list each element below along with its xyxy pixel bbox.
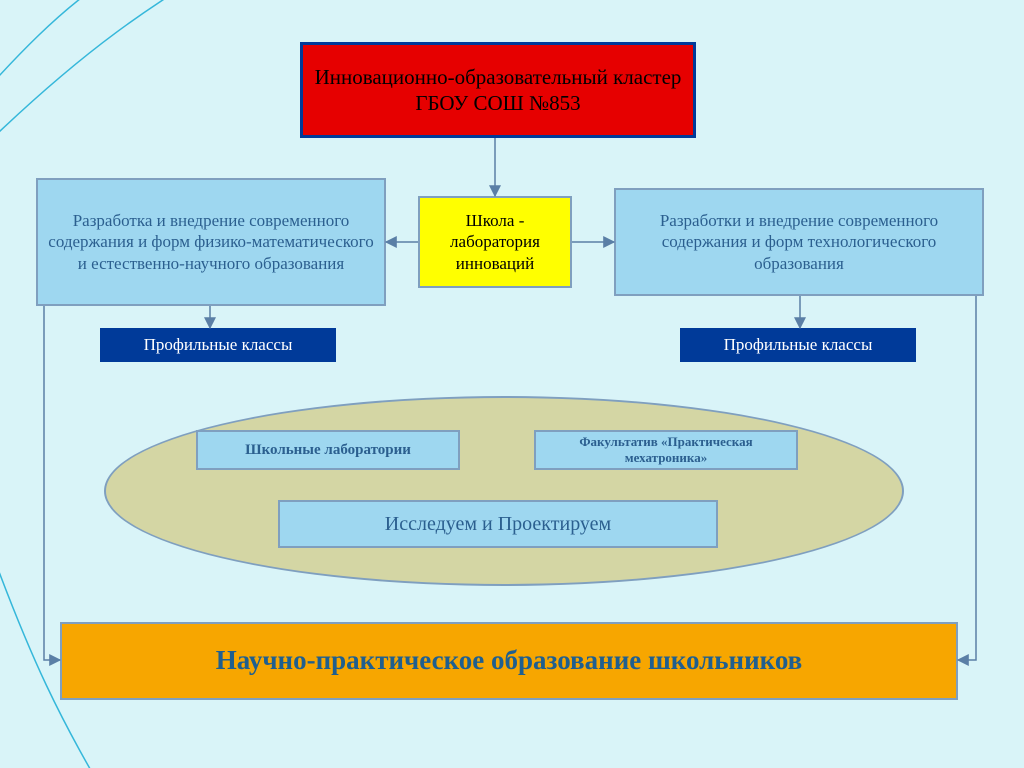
ellipse-container — [104, 396, 904, 586]
top-title-box: Инновационно-образовательный кластер ГБО… — [300, 42, 696, 138]
right-branch-box: Разработки и внедрение современного соде… — [614, 188, 984, 296]
left-branch-text: Разработка и внедрение современного соде… — [48, 210, 374, 274]
left-branch-box: Разработка и внедрение современного соде… — [36, 178, 386, 306]
bottom-outcome-box: Научно-практическое образование школьник… — [60, 622, 958, 700]
top-title-text: Инновационно-образовательный кластер ГБО… — [313, 64, 683, 117]
elective-mechatronics-text: Факультатив «Практическая мехатроника» — [546, 434, 786, 467]
right-to-bottom — [958, 296, 976, 660]
research-design-text: Исследуем и Проектируем — [385, 512, 611, 537]
center-school-text: Школа - лаборатория инноваций — [430, 210, 560, 274]
right-branch-text: Разработки и внедрение современного соде… — [626, 210, 972, 274]
bottom-outcome-text: Научно-практическое образование школьник… — [216, 644, 803, 678]
profile-classes-left: Профильные классы — [100, 328, 336, 362]
school-labs-box: Школьные лаборатории — [196, 430, 460, 470]
research-design-box: Исследуем и Проектируем — [278, 500, 718, 548]
left-to-bottom — [44, 306, 60, 660]
elective-mechatronics-box: Факультатив «Практическая мехатроника» — [534, 430, 798, 470]
diagram-stage: Инновационно-образовательный кластер ГБО… — [0, 0, 1024, 768]
profile-classes-right-text: Профильные классы — [724, 334, 873, 355]
profile-classes-right: Профильные классы — [680, 328, 916, 362]
center-school-box: Школа - лаборатория инноваций — [418, 196, 572, 288]
school-labs-text: Школьные лаборатории — [245, 441, 411, 460]
profile-classes-left-text: Профильные классы — [144, 334, 293, 355]
